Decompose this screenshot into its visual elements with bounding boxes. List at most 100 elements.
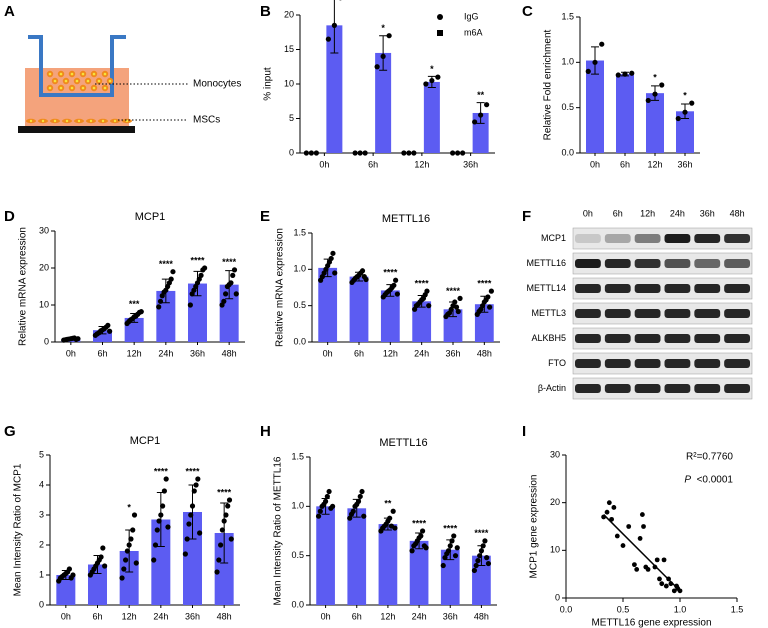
data-point — [70, 572, 76, 578]
blot-row-label: METTL16 — [526, 258, 566, 268]
data-point — [611, 505, 617, 510]
panel-letter: A — [4, 3, 15, 20]
data-point — [218, 542, 224, 548]
data-point — [652, 564, 658, 570]
y-tick-label: 0 — [39, 599, 44, 609]
blot-strip — [572, 352, 753, 375]
x-tick-label: 6h — [352, 611, 362, 621]
nucleus — [53, 119, 57, 123]
x-tick-label: 0.5 — [617, 604, 630, 614]
bar — [347, 508, 367, 605]
blot-band — [634, 234, 661, 243]
x-tick-label: 12h — [647, 159, 662, 169]
data-point — [641, 524, 646, 529]
data-point — [228, 536, 234, 542]
x-tick-label: 12h — [122, 611, 137, 621]
blot-column-label: 24h — [670, 208, 685, 218]
data-point — [455, 150, 461, 156]
blot-row-label: METTL14 — [526, 283, 566, 293]
data-point — [187, 302, 193, 308]
y-tick-label: 5 — [289, 113, 294, 123]
data-point — [477, 553, 483, 559]
data-point — [119, 575, 125, 581]
data-point — [454, 545, 460, 551]
x-tick-label: 12h — [380, 611, 395, 621]
data-point — [453, 304, 460, 310]
data-point — [592, 59, 598, 65]
chart-title: METTL16 — [379, 437, 427, 449]
data-point — [131, 512, 138, 518]
blot-row-label: β-Actin — [538, 383, 566, 393]
blot-band — [694, 309, 721, 318]
nucleus — [65, 119, 69, 123]
y-tick-label: 30 — [39, 225, 49, 235]
data-point — [689, 100, 695, 106]
blot-band — [604, 309, 631, 318]
data-point — [452, 299, 458, 305]
data-point — [604, 509, 610, 515]
data-point — [423, 545, 429, 551]
data-point — [478, 548, 485, 554]
bar — [326, 25, 343, 154]
nucleus — [64, 79, 68, 83]
data-point — [374, 64, 380, 70]
data-point — [659, 581, 665, 587]
data-point — [392, 525, 398, 531]
y-tick-label: 1.5 — [561, 11, 574, 21]
y-tick-label: 1.5 — [293, 227, 306, 237]
chart-title: MCP1 — [135, 211, 166, 223]
bar — [375, 52, 392, 154]
y-tick-label: 1.0 — [561, 57, 574, 67]
significance: * — [430, 64, 434, 74]
data-point — [313, 150, 319, 156]
x-tick-label: 6h — [92, 611, 102, 621]
data-point — [107, 328, 113, 334]
data-point — [324, 493, 330, 500]
nucleus — [77, 119, 81, 123]
blot-band — [634, 384, 661, 393]
x-tick-label: 36h — [677, 159, 692, 169]
y-tick-label: 4 — [39, 479, 44, 489]
blot-band — [575, 284, 601, 293]
nucleus — [59, 72, 63, 76]
data-point — [411, 150, 417, 156]
blot-band — [575, 359, 601, 368]
blot-row-label: METTL3 — [531, 308, 566, 318]
y-tick-label: 0.0 — [561, 147, 574, 157]
blot-band — [724, 259, 750, 268]
data-point — [193, 482, 199, 488]
blot-band — [694, 359, 721, 368]
data-point — [637, 536, 643, 541]
blot-band — [664, 259, 691, 268]
nucleus — [48, 72, 52, 76]
blot-band — [724, 384, 750, 393]
blot-band — [694, 234, 721, 243]
significance: **** — [185, 466, 200, 476]
x-tick-label: 0h — [66, 348, 76, 358]
data-point — [130, 527, 136, 533]
nucleus — [41, 119, 45, 123]
data-point — [645, 97, 651, 104]
x-tick-label: 6h — [354, 348, 364, 358]
data-point — [138, 309, 144, 315]
blot-band — [724, 284, 750, 293]
data-point — [308, 150, 314, 156]
y-tick-label: 0.5 — [291, 550, 304, 560]
nucleus — [92, 86, 96, 90]
data-point — [326, 488, 332, 495]
data-point — [409, 548, 415, 554]
data-point — [170, 269, 176, 275]
data-point — [219, 527, 225, 533]
data-point — [390, 508, 396, 514]
data-point — [401, 150, 407, 156]
x-tick-label: 0h — [321, 611, 331, 621]
bar — [214, 533, 234, 605]
data-point — [331, 22, 337, 28]
data-point — [197, 530, 203, 536]
data-point — [186, 521, 192, 527]
blot-row-label: ALKBH5 — [531, 333, 566, 343]
significance: *** — [129, 299, 140, 309]
panel-letter: C — [522, 3, 533, 20]
y-tick-label: 20 — [550, 497, 560, 507]
nucleus — [48, 86, 52, 90]
